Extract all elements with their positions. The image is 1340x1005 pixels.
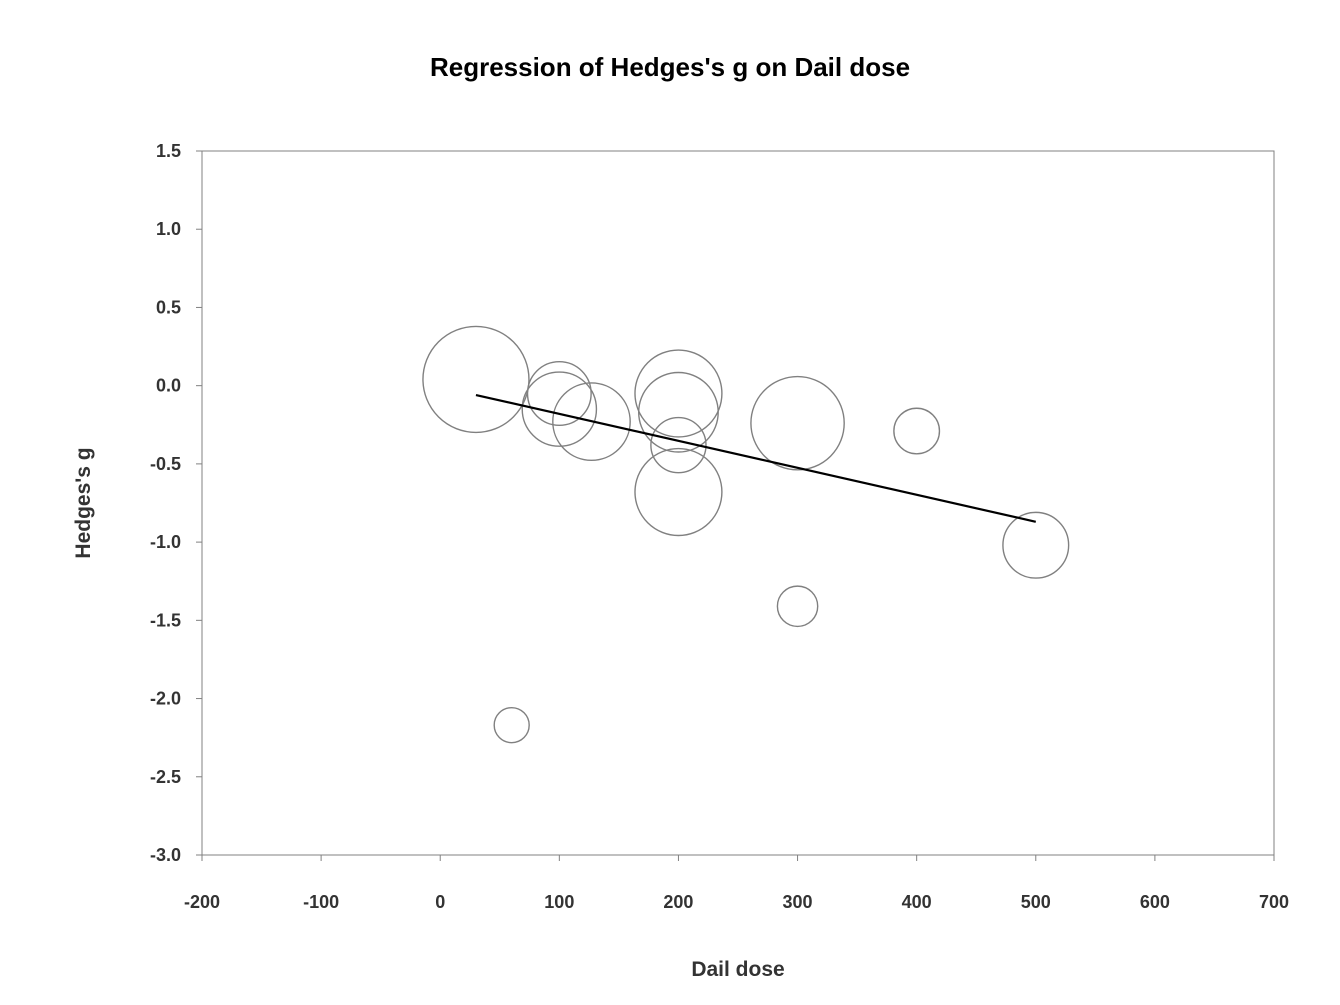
x-tick-label: 200 bbox=[663, 892, 693, 912]
bubble-series bbox=[422, 325, 1070, 744]
y-axis-label: Hedges's g bbox=[72, 447, 95, 558]
data-bubble bbox=[893, 407, 941, 455]
x-tick-label: -200 bbox=[184, 892, 220, 912]
y-tick-label: 0.5 bbox=[156, 297, 181, 317]
data-bubble bbox=[526, 360, 592, 426]
data-bubble bbox=[634, 447, 723, 537]
x-tick-label: 100 bbox=[544, 892, 574, 912]
data-bubble bbox=[552, 382, 631, 462]
data-bubble bbox=[634, 349, 723, 438]
y-tick-label: -2.0 bbox=[150, 689, 181, 709]
x-tick-label: 700 bbox=[1259, 892, 1289, 912]
x-tick-label: 400 bbox=[902, 892, 932, 912]
y-tick-label: -1.5 bbox=[150, 610, 181, 630]
x-tick-label: 600 bbox=[1140, 892, 1170, 912]
y-tick-label: -1.0 bbox=[150, 532, 181, 552]
x-tick-label: 0 bbox=[435, 892, 445, 912]
data-bubble bbox=[650, 416, 707, 474]
y-tick-label: -3.0 bbox=[150, 845, 181, 865]
chart-title: Regression of Hedges's g on Dail dose bbox=[430, 52, 910, 82]
regression-line-group bbox=[475, 393, 1037, 523]
y-axis: 1.5 1.0 0.5 0.0 -0.5 -1.0 -1.5 -2.0 -2.5 -3.0 bbox=[150, 141, 202, 865]
data-bubble bbox=[776, 585, 819, 628]
y-tick-label: 1.0 bbox=[156, 219, 181, 239]
data-bubble bbox=[422, 325, 530, 434]
x-axis-label: Dail dose bbox=[691, 958, 784, 981]
x-axis: -200 -100 0 100 200 300 400 500 600 700 bbox=[184, 855, 1289, 912]
data-bubble bbox=[1002, 511, 1070, 579]
y-tick-label: 1.5 bbox=[156, 141, 181, 161]
y-tick-label: 0.0 bbox=[156, 376, 181, 396]
regression-line bbox=[475, 393, 1037, 523]
data-bubble bbox=[493, 706, 530, 744]
y-tick-label: -0.5 bbox=[150, 454, 181, 474]
x-tick-label: 500 bbox=[1021, 892, 1051, 912]
plot-area bbox=[201, 150, 1275, 856]
x-tick-label: -100 bbox=[303, 892, 339, 912]
data-bubble bbox=[750, 375, 845, 471]
x-tick-label: 300 bbox=[783, 892, 813, 912]
data-bubble bbox=[637, 371, 719, 453]
data-bubble bbox=[521, 371, 598, 447]
y-tick-label: -2.5 bbox=[150, 767, 181, 787]
